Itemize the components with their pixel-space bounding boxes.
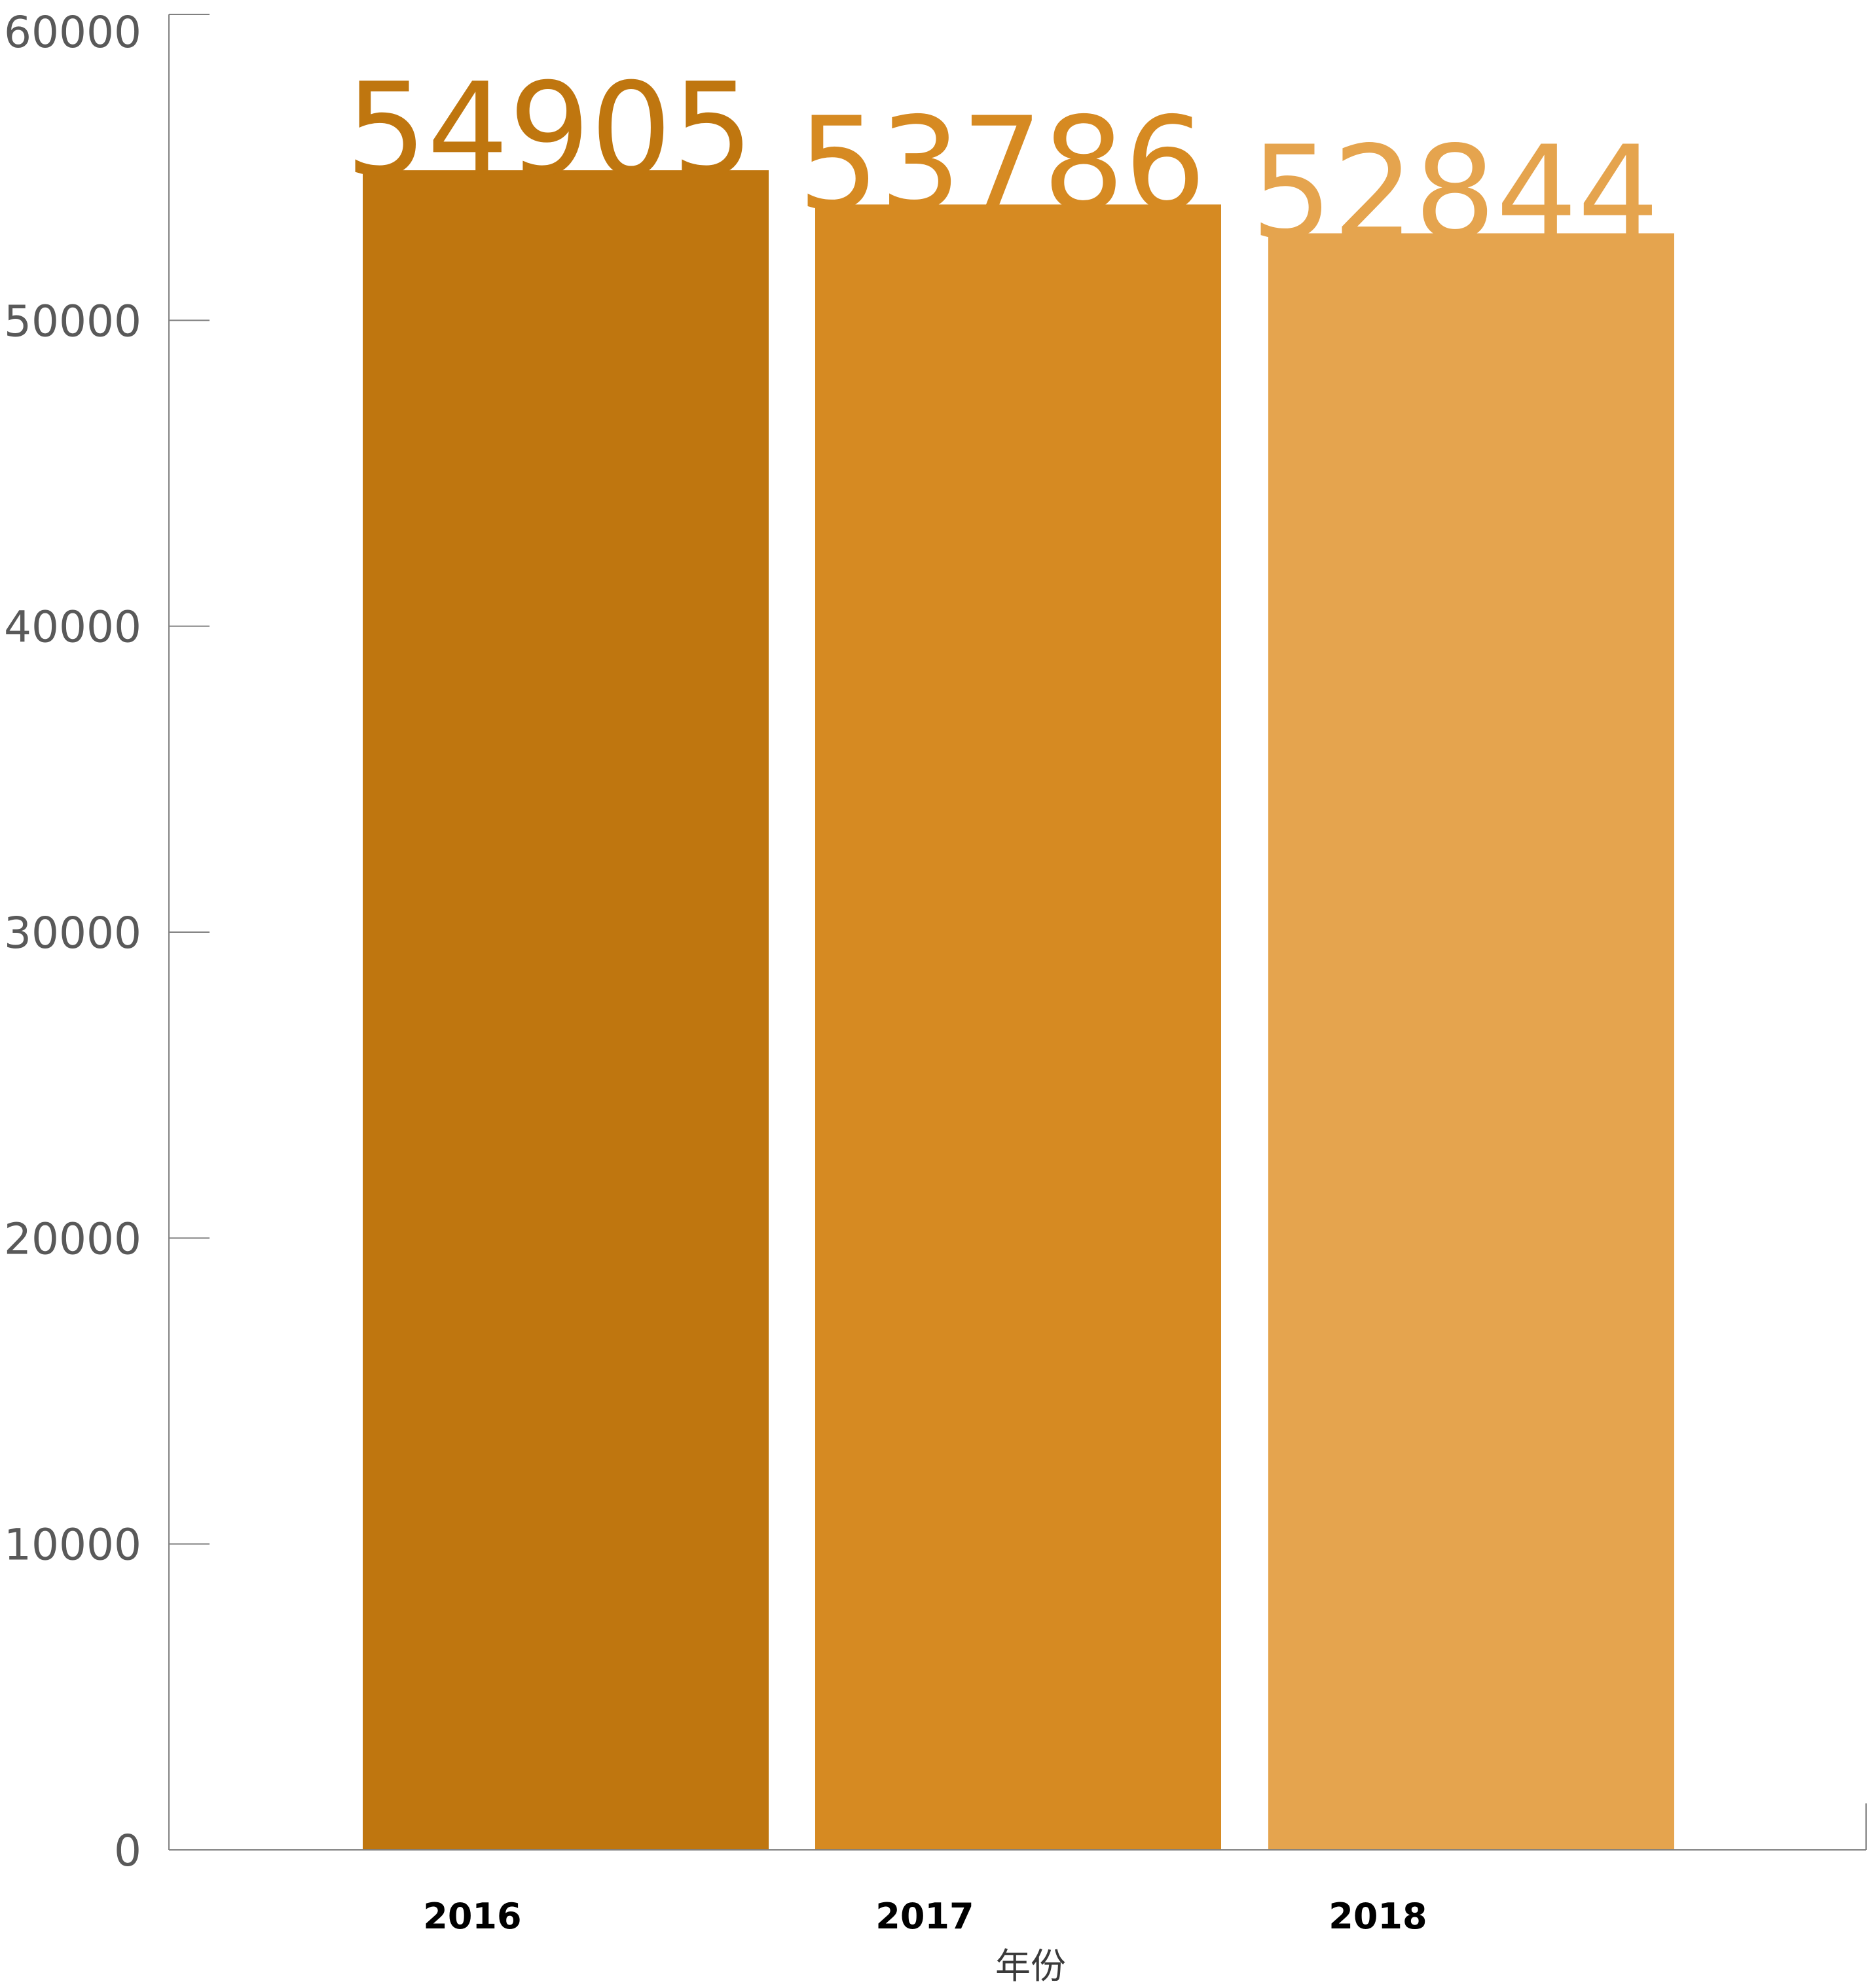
data-label-2016: 54905 (345, 56, 754, 205)
y-tick-label: 50000 (4, 296, 141, 346)
y-tick-label: 40000 (4, 602, 141, 653)
data-labels: 54905 53786 52844 (345, 56, 1659, 268)
y-tick-label: 20000 (4, 1214, 141, 1264)
y-tick-label: 0 (114, 1826, 141, 1876)
data-label-2017: 53786 (798, 90, 1206, 239)
bar-2018 (1268, 233, 1674, 1850)
bar-2016 (363, 170, 769, 1850)
x-tick-label-2017: 2017 (875, 1896, 974, 1937)
axes (168, 14, 1867, 1851)
x-axis-labels: 2016 2017 2018 (423, 1896, 1427, 1937)
y-tick-label: 60000 (4, 7, 141, 58)
bars (363, 170, 1674, 1851)
y-tick-label: 10000 (4, 1520, 141, 1570)
data-label-2018: 52844 (1251, 118, 1659, 268)
y-tick-label: 30000 (4, 908, 141, 958)
x-axis-title: 年份 (995, 1945, 1066, 1987)
bar-2017 (815, 204, 1221, 1851)
y-axis-ticks: 0 10000 20000 30000 40000 50000 60000 (4, 7, 210, 1876)
x-tick-label-2016: 2016 (423, 1896, 521, 1937)
x-tick-label-2018: 2018 (1329, 1896, 1427, 1937)
